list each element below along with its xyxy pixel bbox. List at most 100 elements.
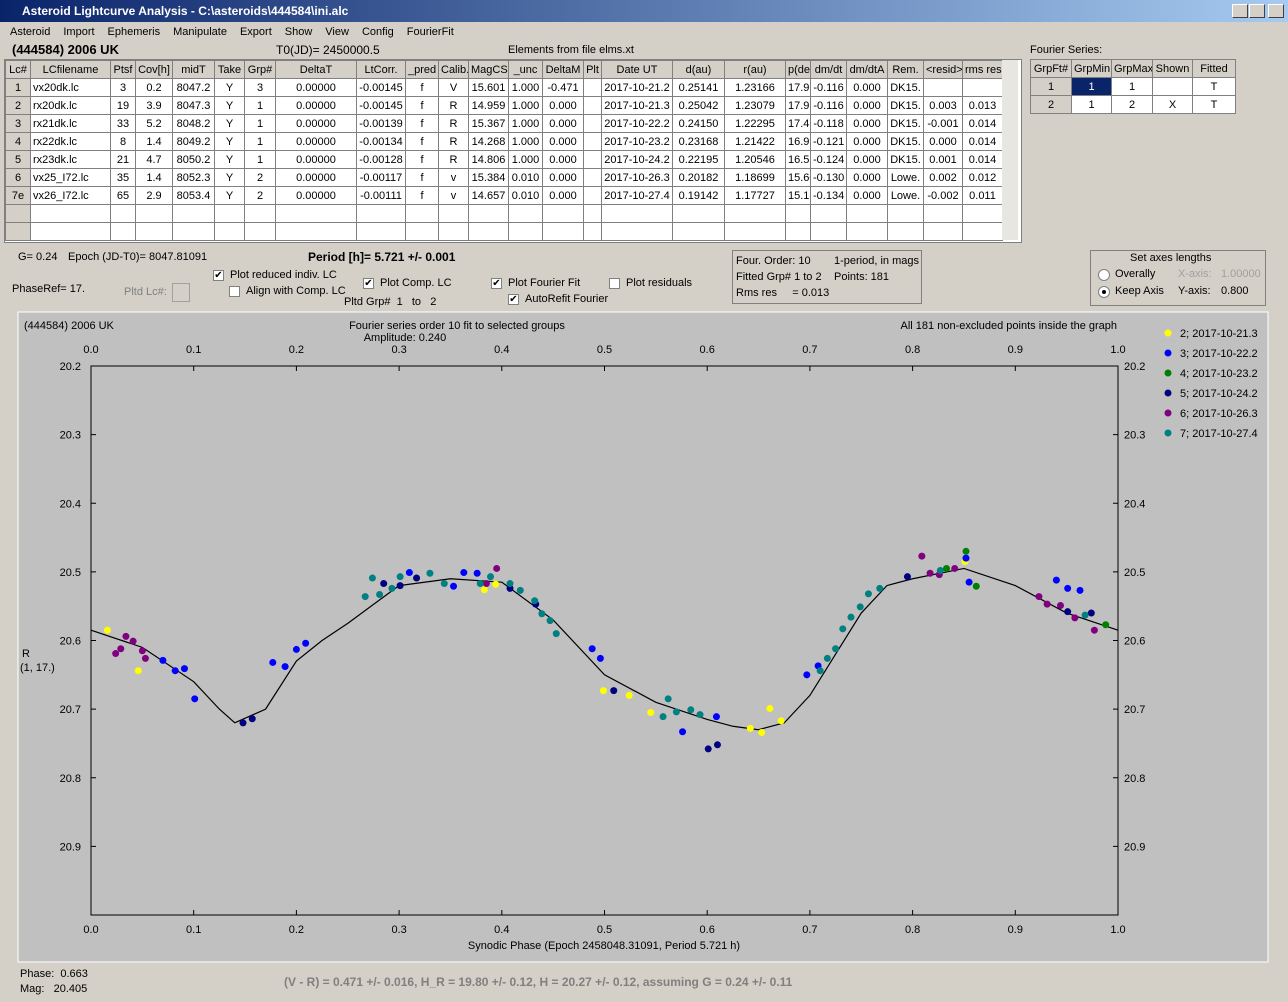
column-header[interactable]: GrpMin xyxy=(1071,59,1112,78)
column-header[interactable]: Take xyxy=(214,60,245,79)
column-header[interactable]: Lc# xyxy=(5,60,31,79)
table-cell[interactable]: 0.000 xyxy=(846,114,888,133)
table-cell[interactable]: vx20dk.lc xyxy=(30,78,111,97)
table-row[interactable]: 1 vx20dk.lc 3 0.2 8047.2 Y 3 0.00000 -0.00145 f V 1… xyxy=(5,78,1003,97)
table-cell[interactable]: 2 xyxy=(1030,95,1072,114)
column-header[interactable]: DeltaT xyxy=(275,60,357,79)
table-cell[interactable]: 6 xyxy=(5,168,31,187)
table-cell[interactable]: 21 xyxy=(110,150,136,169)
table-cell[interactable]: 0.014 xyxy=(962,132,1003,151)
checkbox-label[interactable]: Align with Comp. LC xyxy=(246,285,346,297)
table-cell[interactable]: 0.000 xyxy=(542,150,584,169)
table-cell[interactable]: 0.000 xyxy=(846,168,888,187)
table-cell[interactable]: DK15. xyxy=(887,132,924,151)
checkbox[interactable]: ✔ xyxy=(213,270,224,281)
table-cell[interactable]: 8047.2 xyxy=(172,78,215,97)
table-row[interactable]: 7e vx26_I72.lc 65 2.9 8053.4 Y 2 0.00000 -0.0011… xyxy=(5,186,1003,205)
table-cell[interactable]: 5 xyxy=(5,150,31,169)
table-cell[interactable]: 0.000 xyxy=(542,114,584,133)
menu-item[interactable]: Asteroid xyxy=(10,26,51,38)
table-row[interactable]: 2 rx20dk.lc 19 3.9 8047.3 Y 1 0.00000 -0.00145 f R… xyxy=(5,96,1003,115)
table-cell[interactable]: 35 xyxy=(110,168,136,187)
table-cell[interactable]: 2017-10-21.3 xyxy=(601,96,673,115)
menu-item[interactable]: Show xyxy=(284,26,313,38)
table-cell[interactable]: 0.00000 xyxy=(275,114,357,133)
table-cell[interactable]: 1.23079 xyxy=(724,96,786,115)
table-cell[interactable]: 1.17727 xyxy=(724,186,786,205)
checkbox-label[interactable]: Plot reduced indiv. LC xyxy=(230,269,337,281)
column-header[interactable]: LCfilename xyxy=(30,60,111,79)
checkbox-label[interactable]: Plot residuals xyxy=(626,277,693,289)
table-cell[interactable]: -0.00145 xyxy=(356,96,406,115)
checkbox-label[interactable]: Plot Comp. LC xyxy=(380,277,452,289)
table-cell[interactable]: 0.000 xyxy=(846,150,888,169)
table-cell[interactable]: 0.014 xyxy=(962,150,1003,169)
column-header[interactable]: p(deg) xyxy=(785,60,811,79)
checkbox[interactable] xyxy=(229,286,240,297)
table-cell[interactable]: rx23dk.lc xyxy=(30,150,111,169)
table-cell[interactable]: 1.18699 xyxy=(724,168,786,187)
table-cell[interactable]: 2.9 xyxy=(135,186,173,205)
column-header[interactable]: MagCS xyxy=(468,60,509,79)
table-cell[interactable]: 1.21422 xyxy=(724,132,786,151)
column-header[interactable]: GrpMax xyxy=(1111,59,1153,78)
column-header[interactable]: Shown xyxy=(1152,59,1193,78)
column-header[interactable]: _unc xyxy=(508,60,543,79)
table-cell[interactable]: 3.9 xyxy=(135,96,173,115)
column-header[interactable]: d(au) xyxy=(672,60,725,79)
table-cell[interactable]: 14.959 xyxy=(468,96,509,115)
table-cell[interactable]: 17.47 xyxy=(785,114,811,133)
table-cell[interactable]: 3 xyxy=(5,114,31,133)
radio-label[interactable]: Overally xyxy=(1115,268,1156,280)
table-cell[interactable]: 2017-10-24.2 xyxy=(601,150,673,169)
table-cell[interactable]: 1 xyxy=(5,78,31,97)
column-header[interactable]: Ptsf xyxy=(110,60,136,79)
column-header[interactable]: dm/dt xyxy=(810,60,847,79)
column-header[interactable]: Cov[h] xyxy=(135,60,173,79)
table-cell[interactable]: rx21dk.lc xyxy=(30,114,111,133)
table-cell[interactable]: 1.20546 xyxy=(724,150,786,169)
table-cell[interactable]: 1 xyxy=(1071,77,1112,96)
close-button[interactable] xyxy=(1268,4,1284,18)
column-header[interactable]: Rem. xyxy=(887,60,924,79)
table-cell[interactable]: 17.96 xyxy=(785,78,811,97)
column-header[interactable]: _pred xyxy=(405,60,439,79)
table-cell[interactable]: 16.52 xyxy=(785,150,811,169)
checkbox[interactable]: ✔ xyxy=(363,278,374,289)
table-cell[interactable]: 0.2 xyxy=(135,78,173,97)
table-cell[interactable]: 0.001 xyxy=(923,150,963,169)
column-header[interactable]: <resid> xyxy=(923,60,963,79)
table-cell[interactable]: 0.010 xyxy=(508,168,543,187)
radio-label[interactable]: Keep Axis xyxy=(1115,285,1164,297)
radio-button[interactable] xyxy=(1098,286,1110,298)
table-cell[interactable]: -0.116 xyxy=(810,78,847,97)
table-cell[interactable]: 8048.2 xyxy=(172,114,215,133)
table-cell[interactable]: -0.121 xyxy=(810,132,847,151)
table-cell[interactable]: 15.60 xyxy=(785,168,811,187)
column-header[interactable]: Fitted xyxy=(1192,59,1236,78)
table-cell[interactable]: DK15. xyxy=(887,114,924,133)
menu-item[interactable]: Manipulate xyxy=(173,26,227,38)
table-cell[interactable]: 0.00000 xyxy=(275,168,357,187)
table-cell[interactable]: 16.99 xyxy=(785,132,811,151)
table-cell[interactable]: 1.000 xyxy=(508,132,543,151)
checkbox[interactable] xyxy=(609,278,620,289)
table-row[interactable]: 4 rx22dk.lc 8 1.4 8049.2 Y 1 0.00000 -0.00134 f R 1… xyxy=(5,132,1003,151)
checkbox-label[interactable]: Plot Fourier Fit xyxy=(508,277,581,289)
column-header[interactable]: Calib. xyxy=(438,60,469,79)
table-cell[interactable]: 8053.4 xyxy=(172,186,215,205)
maximize-button[interactable] xyxy=(1249,4,1265,18)
column-header[interactable]: rms res xyxy=(962,60,1003,79)
table-cell[interactable]: DK15. xyxy=(887,150,924,169)
checkbox[interactable]: ✔ xyxy=(491,278,502,289)
table-row[interactable]: 3 rx21dk.lc 33 5.2 8048.2 Y 1 0.00000 -0.00139 f R… xyxy=(5,114,1003,133)
table-cell[interactable]: 0.00000 xyxy=(275,96,357,115)
column-header[interactable]: midT xyxy=(172,60,215,79)
menu-item[interactable]: Import xyxy=(63,26,95,38)
column-header[interactable]: DeltaM xyxy=(542,60,584,79)
table-cell[interactable]: -0.00134 xyxy=(356,132,406,151)
checkbox[interactable]: ✔ xyxy=(508,294,519,305)
column-header[interactable]: Plt xyxy=(583,60,602,79)
